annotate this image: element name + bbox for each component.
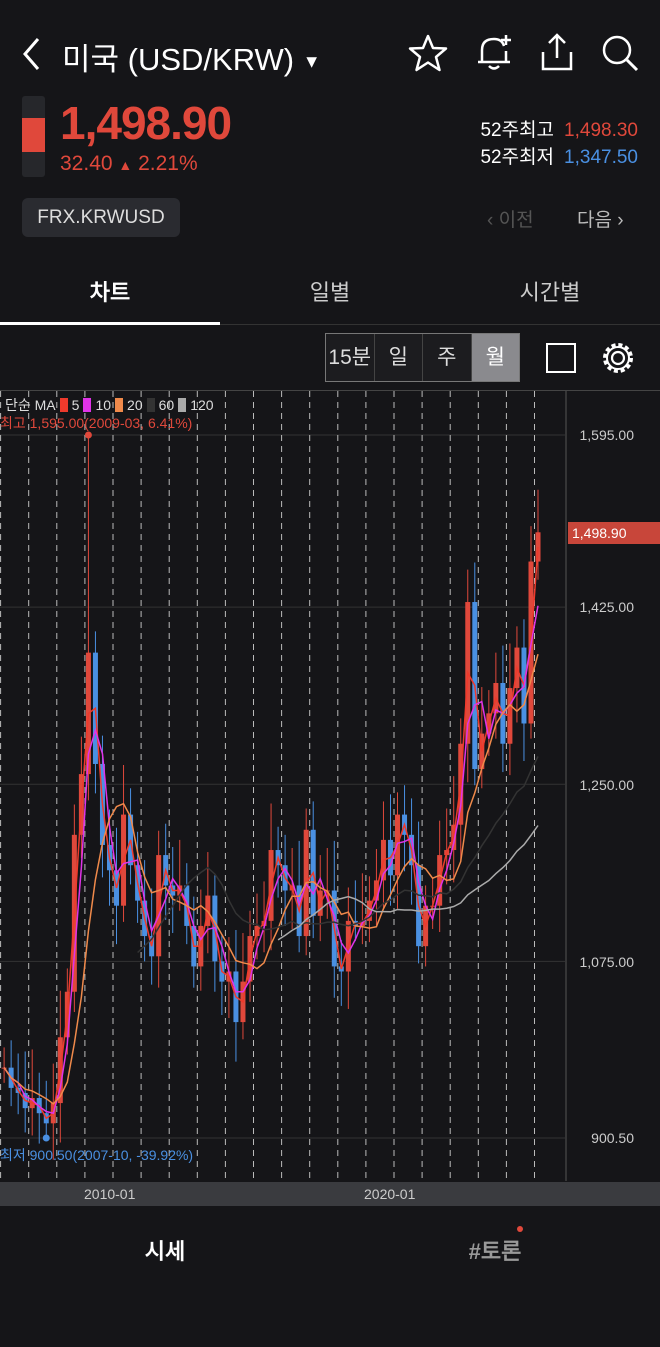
ma-line-60 [137,756,539,954]
y-tick: 900.50 [591,1130,634,1146]
tab-daily[interactable]: 일별 [309,280,351,305]
next-button[interactable]: 다음 › [577,210,624,231]
period-month[interactable]: 월 [471,334,519,381]
back-chevron-icon[interactable] [20,36,44,72]
search-icon[interactable] [600,33,640,73]
price-range-bar [22,96,45,177]
active-tab-underline [0,322,220,325]
prev-button[interactable]: ‹ 이전 [487,210,534,231]
period-week[interactable]: 주 [423,334,472,381]
week52-high: 52주최고 1,498.30 [480,120,638,141]
ma120-swatch [178,398,187,412]
ma10-swatch [83,398,92,412]
high-annotation: 최고 1,595.00(2009-03, 6.41%) [0,415,193,431]
x-tick: 2020-01 [364,1186,416,1202]
y-tick: 1,250.00 [579,777,635,793]
ma-line-20 [3,654,539,1105]
low-marker [42,1134,50,1142]
nav-discussion[interactable]: #토론 [468,1239,522,1264]
period-selector: 15분 일 주 월 [325,333,520,382]
low-annotation: 최저 900.50(2007-10, -39.92%) [0,1147,194,1163]
notification-dot [517,1226,523,1232]
ma5-swatch [59,398,68,412]
period-day[interactable]: 일 [375,334,423,381]
tab-chart[interactable]: 차트 [89,280,131,305]
price-chart[interactable] [0,391,660,1206]
fullscreen-square-icon[interactable] [546,343,576,373]
star-icon[interactable] [408,33,448,73]
price-change: 32.40 ▲ 2.21% [60,152,198,175]
x-tick: 2010-01 [84,1186,136,1202]
up-arrow-icon: ▲ [118,157,133,173]
week52-low: 52주최저 1,347.50 [480,147,638,168]
ticker-chip: FRX.KRWUSD [22,198,180,237]
chart-top-divider [0,390,660,391]
y-tick: 1,595.00 [579,427,635,443]
page-title[interactable]: 미국 (USD/KRW) ▼ [62,42,321,77]
bottom-nav: 시세 #토론 [0,1206,660,1347]
ma-line-10 [3,605,539,1115]
current-price-label: 1,498.90 [568,522,660,544]
period-15min[interactable]: 15분 [326,334,375,381]
dropdown-icon: ▼ [302,51,321,72]
ma20-swatch [115,398,124,412]
x-axis-band [0,1182,660,1206]
ma-legend: 단순 MA 5 10 20 60 120 [5,397,214,413]
tab-hourly[interactable]: 시간별 [519,280,581,305]
share-icon[interactable] [537,32,577,72]
high-marker [84,431,92,439]
current-price: 1,498.90 [60,97,232,149]
ma60-swatch [146,398,155,412]
gear-icon[interactable] [600,340,636,376]
ma-line-120 [277,825,539,941]
y-tick: 1,425.00 [579,599,635,615]
ma-line-5 [3,546,539,1120]
nav-quote[interactable]: 시세 [144,1239,186,1264]
tab-divider [0,324,660,325]
bell-plus-icon[interactable] [474,32,514,72]
y-tick: 1,075.00 [579,954,635,970]
